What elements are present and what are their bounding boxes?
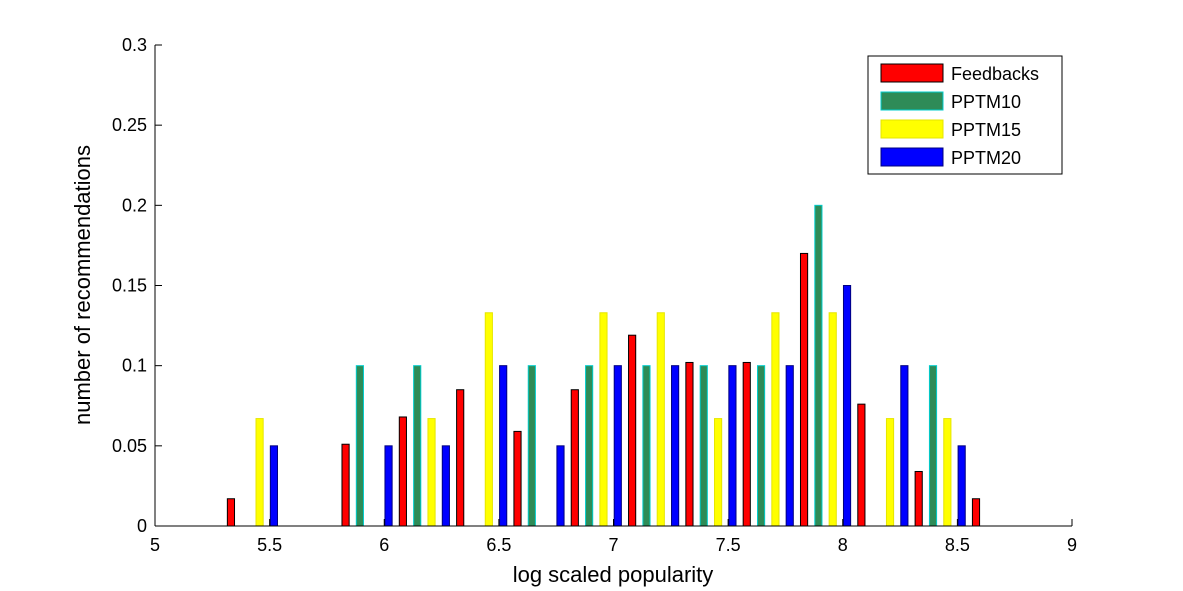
x-tick-label: 6.5 xyxy=(486,535,511,555)
bar-pptm10-10 xyxy=(756,365,766,527)
y-tick-label: 0.3 xyxy=(122,35,147,55)
bar-pptm20-5 xyxy=(499,365,508,527)
bar-pptm20-6 xyxy=(556,445,565,527)
y-tick-label: 0.2 xyxy=(122,195,147,215)
legend-label-pptm15: PPTM15 xyxy=(951,120,1021,140)
bar-pptm20-9 xyxy=(728,365,737,527)
bar-pptm20-7 xyxy=(613,365,622,527)
bar-feedbacks-1 xyxy=(226,498,236,527)
bar-pptm15-4 xyxy=(427,418,436,527)
y-tick-label: 0 xyxy=(137,516,147,536)
bar-pptm15-7 xyxy=(599,312,608,527)
x-tick-label: 5 xyxy=(150,535,160,555)
bar-pptm10-9 xyxy=(699,365,708,527)
bar-feedbacks-7 xyxy=(570,389,579,527)
bar-pptm10-13 xyxy=(928,365,938,527)
bar-pptm15-1 xyxy=(255,418,264,527)
bar-pptm20-10 xyxy=(785,365,794,527)
bar-pptm20-4 xyxy=(441,445,450,527)
bar-feedbacks-8 xyxy=(628,334,637,527)
bar-feedbacks-10 xyxy=(742,361,751,527)
bar-pptm20-11 xyxy=(842,285,852,527)
bar-pptm10-6 xyxy=(527,365,536,527)
legend-label-pptm20: PPTM20 xyxy=(951,148,1021,168)
legend: Feedbacks PPTM10 PPTM15 PPTM20 xyxy=(867,55,1063,175)
legend-label-pptm10: PPTM10 xyxy=(951,92,1021,112)
bar-feedbacks-5 xyxy=(456,389,465,527)
x-tick-label: 7.5 xyxy=(716,535,741,555)
y-tick-label: 0.25 xyxy=(112,115,147,135)
bar-pptm10-8 xyxy=(642,365,651,527)
bar-pptm15-5 xyxy=(484,312,493,527)
bar-pptm20-3 xyxy=(384,445,393,527)
bar-feedbacks-9 xyxy=(685,361,694,527)
bar-pptm20-12 xyxy=(900,365,909,527)
bar-pptm10-3 xyxy=(355,365,364,527)
bar-pptm15-9 xyxy=(714,418,723,527)
bar-feedbacks-4 xyxy=(398,416,407,527)
x-tick-label: 5.5 xyxy=(257,535,282,555)
y-ticks: 0 0.05 0.1 0.15 0.2 0.25 0.3 xyxy=(112,35,162,536)
bar-pptm15-13 xyxy=(943,418,952,527)
x-tick-label: 8 xyxy=(838,535,848,555)
bar-feedbacks-11 xyxy=(799,252,809,527)
bar-pptm15-10 xyxy=(771,312,780,527)
bar-feedbacks-6 xyxy=(513,430,522,527)
bar-pptm20-8 xyxy=(671,365,680,527)
bar-pptm15-8 xyxy=(656,312,665,527)
bar-feedbacks-3 xyxy=(341,443,350,527)
bar-pptm20-13 xyxy=(957,445,966,527)
bar-pptm20-1 xyxy=(269,445,279,527)
bar-feedbacks-12 xyxy=(857,403,866,527)
x-tick-label: 8.5 xyxy=(945,535,970,555)
bar-feedbacks-13 xyxy=(914,470,923,527)
x-tick-label: 7 xyxy=(608,535,618,555)
legend-swatch-pptm20 xyxy=(880,147,944,167)
bar-pptm15-11 xyxy=(828,312,837,527)
legend-swatch-pptm15 xyxy=(880,119,944,139)
x-tick-label: 6 xyxy=(379,535,389,555)
y-tick-label: 0.1 xyxy=(122,356,147,376)
legend-label-feedbacks: Feedbacks xyxy=(951,64,1039,84)
x-axis-title: log scaled popularity xyxy=(513,562,714,587)
y-tick-label: 0.15 xyxy=(112,276,147,296)
bar-feedbacks-14 xyxy=(971,498,981,527)
y-axis-title: number of recommendations xyxy=(70,145,95,425)
bar-pptm15-12 xyxy=(885,418,895,527)
legend-swatch-pptm10 xyxy=(880,91,944,111)
x-tick-label: 9 xyxy=(1067,535,1077,555)
y-tick-label: 0.05 xyxy=(112,436,147,456)
x-ticks: 5 5.5 6 6.5 7 7.5 8 8.5 9 xyxy=(150,519,1077,555)
bar-pptm10-11 xyxy=(814,204,823,527)
legend-swatch-feedbacks xyxy=(880,63,944,83)
bar-pptm10-4 xyxy=(413,365,422,527)
bar-pptm10-7 xyxy=(585,365,594,527)
